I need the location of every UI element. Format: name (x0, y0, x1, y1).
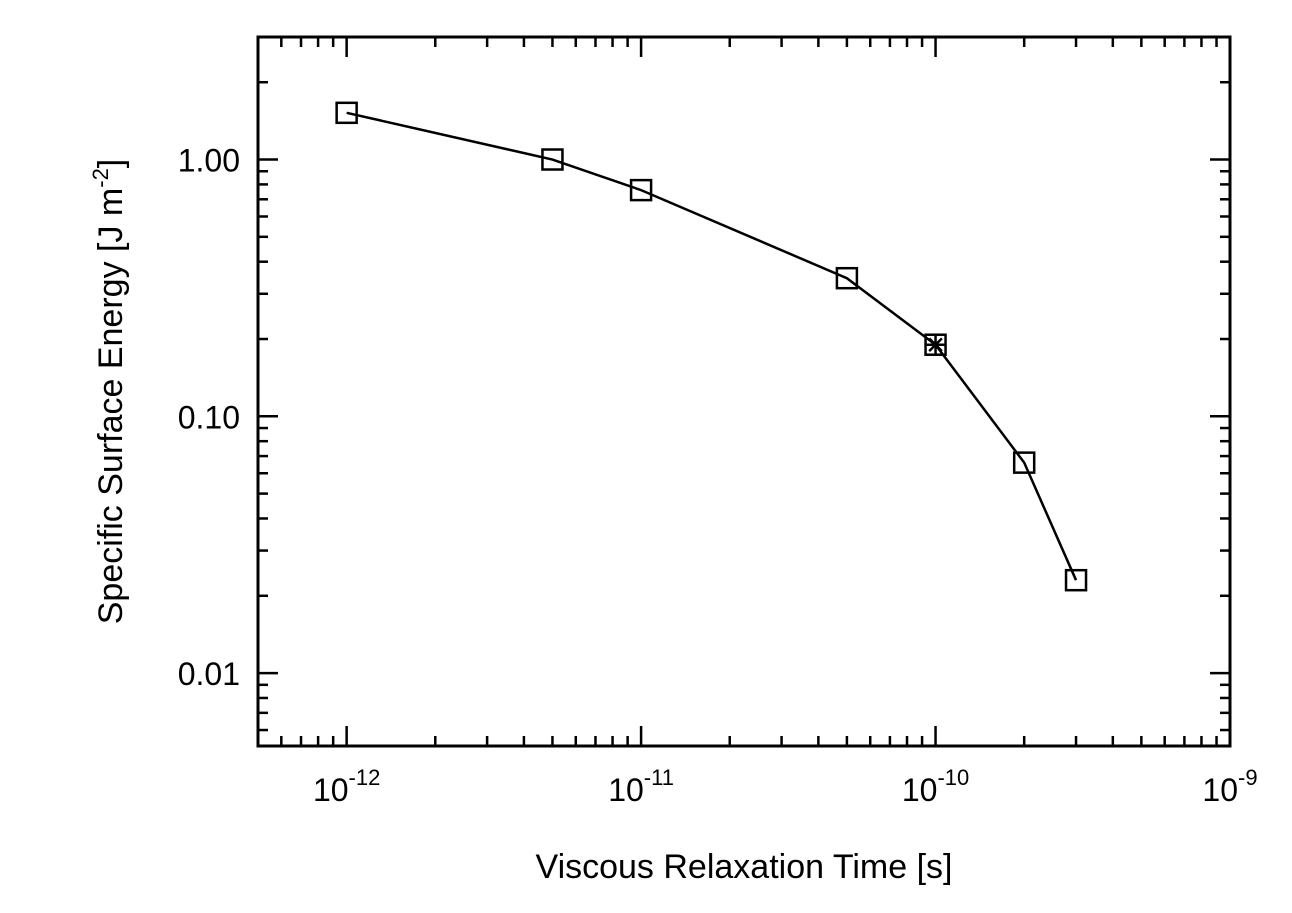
x-tick-label: 10-9 (1202, 765, 1257, 808)
y-tick-label: 0.10 (178, 399, 240, 435)
x-tick-label: 10-12 (313, 765, 380, 808)
y-axis-label: Specific Surface Energy [J m-2] (88, 159, 130, 625)
data-point-square (1012, 451, 1036, 474)
data-series (346, 111, 1078, 581)
data-point-square (541, 148, 564, 171)
data-markers (335, 101, 1088, 592)
plot-frame (256, 35, 1232, 748)
y-axis-label-main: Specific Surface Energy [J m (92, 188, 130, 625)
y-axis-label-superscript: -2 (88, 168, 113, 188)
y-axis-label-close: ] (92, 159, 130, 168)
series-line (346, 111, 1078, 581)
asterisk-marker (926, 335, 945, 354)
data-point-square (924, 333, 947, 356)
y-tick-labels: 1.00 0.10 0.01 (178, 143, 240, 693)
x-tick-label: 10-10 (902, 765, 969, 808)
data-point-square (835, 266, 859, 290)
data-point-square (1064, 568, 1088, 592)
data-point-square (629, 178, 653, 202)
y-tick-label: 1.00 (178, 143, 240, 179)
x-tick-labels: 10-12 10-11 10-10 10-9 (313, 765, 1258, 808)
axis-ticks (256, 35, 1232, 746)
y-tick-label: 0.01 (178, 656, 240, 692)
x-tick-label: 10-11 (608, 765, 674, 808)
data-point-square (335, 101, 358, 125)
x-axis-label: Viscous Relaxation Time [s] (536, 848, 953, 886)
